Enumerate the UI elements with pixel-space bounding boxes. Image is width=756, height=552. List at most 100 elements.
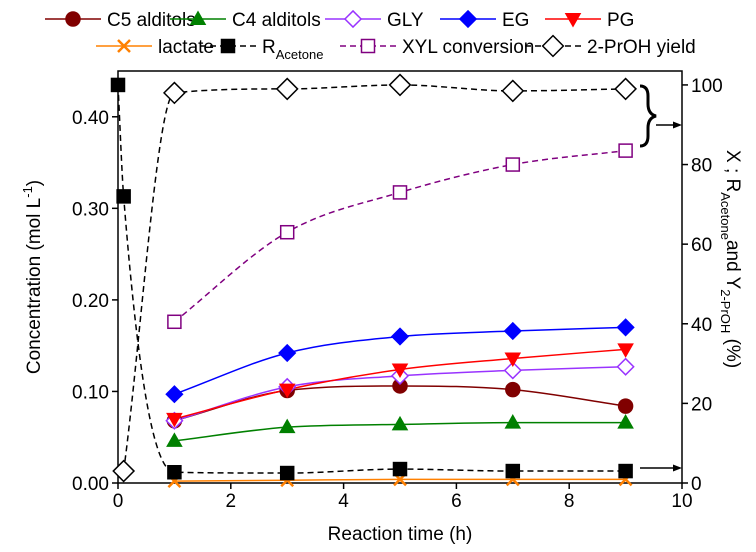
y-tick-label: 0.00 — [72, 474, 109, 495]
legend-label-text: PG — [607, 10, 634, 31]
marker — [391, 415, 409, 431]
y-tick-label: 0.30 — [72, 199, 109, 220]
marker — [278, 418, 296, 434]
legend-marker — [117, 39, 131, 53]
legend-label: lactate — [158, 37, 214, 58]
x-tick-label: 6 — [451, 491, 462, 512]
y2-tick-label: 60 — [691, 235, 712, 256]
legend-label: C5 alditols — [107, 10, 196, 31]
legend-item: C4 alditols — [170, 10, 321, 31]
marker — [110, 77, 126, 93]
marker — [505, 381, 521, 398]
marker — [165, 385, 184, 404]
y2-label-part: (%) — [722, 333, 743, 368]
legend-label-text: lactate — [158, 37, 214, 58]
y2-label-part: and Y — [722, 240, 743, 290]
y2-tick-label: 40 — [691, 315, 712, 336]
marker — [504, 352, 522, 367]
y-label-part: Concentration (mol L — [24, 198, 45, 374]
legend-label-text: XYL conversion — [402, 37, 534, 58]
y-label-part: ) — [24, 180, 45, 186]
legend-item: XYL conversion — [340, 37, 534, 58]
y2-tick-label: 80 — [691, 156, 712, 177]
marker — [617, 398, 634, 414]
y-tick-label: 0.20 — [72, 291, 109, 312]
legend-label-text: GLY — [387, 10, 424, 31]
legend-label-text: C4 alditols — [232, 10, 321, 31]
marker — [116, 189, 131, 204]
legend-marker — [458, 9, 478, 29]
marker — [391, 363, 409, 378]
legend-marker — [220, 38, 236, 54]
x-tick-label: 8 — [564, 491, 575, 512]
y2-tick-label: 0 — [691, 474, 702, 495]
marker — [616, 318, 635, 337]
legend-item: lactate — [96, 37, 214, 58]
legend-label: GLY — [387, 10, 424, 31]
marker — [390, 327, 410, 346]
legend-item: GLY — [325, 9, 424, 31]
legend-label: EG — [502, 10, 529, 31]
y2-axis-label: X ; RAcetoneand Y2-PrOH (%) — [718, 150, 743, 368]
marker — [503, 321, 522, 341]
y2-label-sub: Acetone — [718, 192, 733, 240]
marker — [614, 77, 638, 101]
x-tick-label: 2 — [226, 491, 237, 512]
marker — [278, 383, 296, 399]
legend-label-text: EG — [502, 10, 529, 31]
marker — [505, 157, 521, 172]
legend-marker — [564, 13, 582, 28]
marker — [617, 343, 634, 358]
y2-tick-label: 20 — [691, 394, 712, 415]
marker — [392, 185, 408, 200]
legend-label: RAcetone — [262, 37, 323, 62]
marker — [616, 357, 635, 376]
legend-marker — [343, 9, 363, 29]
marker — [501, 79, 525, 103]
marker — [167, 465, 182, 480]
legend-marker — [360, 38, 376, 54]
y2-tick-label: 100 — [691, 76, 723, 97]
x-tick-label: 0 — [113, 491, 124, 512]
marker — [388, 73, 412, 97]
legend-item: EG — [440, 9, 529, 31]
y2-label-sub: 2-PrOH — [718, 289, 733, 333]
x-axis-label: Reaction time (h) — [328, 524, 473, 545]
legend-item: PG — [545, 10, 634, 31]
marker — [166, 412, 183, 428]
marker — [275, 77, 299, 101]
legend-marker — [189, 10, 207, 25]
marker — [503, 361, 522, 380]
legend-label: 2-PrOH yield — [587, 37, 696, 58]
legend-label-text: C5 alditols — [107, 10, 196, 31]
legend-marker — [65, 11, 81, 27]
marker — [167, 314, 182, 330]
marker — [618, 463, 633, 479]
legend-item: 2-PrOH yield — [525, 34, 696, 58]
legend-item: C5 alditols — [45, 10, 196, 31]
brace — [639, 84, 657, 148]
x-tick-label: 10 — [671, 491, 692, 512]
y-tick-label: 0.40 — [72, 108, 109, 129]
marker — [279, 224, 295, 240]
marker — [162, 81, 186, 105]
marker — [617, 414, 634, 429]
y-tick-label: 0.10 — [72, 382, 109, 403]
x-tick-label: 4 — [338, 491, 349, 512]
marker — [279, 465, 295, 481]
legend-label: PG — [607, 10, 634, 31]
marker — [166, 432, 183, 447]
arrow-head — [673, 121, 682, 129]
legend-label: C4 alditols — [232, 10, 321, 31]
marker — [618, 143, 633, 158]
arrow-head — [673, 464, 682, 472]
legend-label-text: 2-PrOH yield — [587, 37, 696, 58]
marker — [278, 343, 297, 363]
legend-marker — [541, 34, 565, 58]
marker — [505, 463, 521, 479]
plot-frame — [117, 70, 683, 484]
series-line — [173, 149, 626, 323]
marker — [504, 414, 522, 429]
